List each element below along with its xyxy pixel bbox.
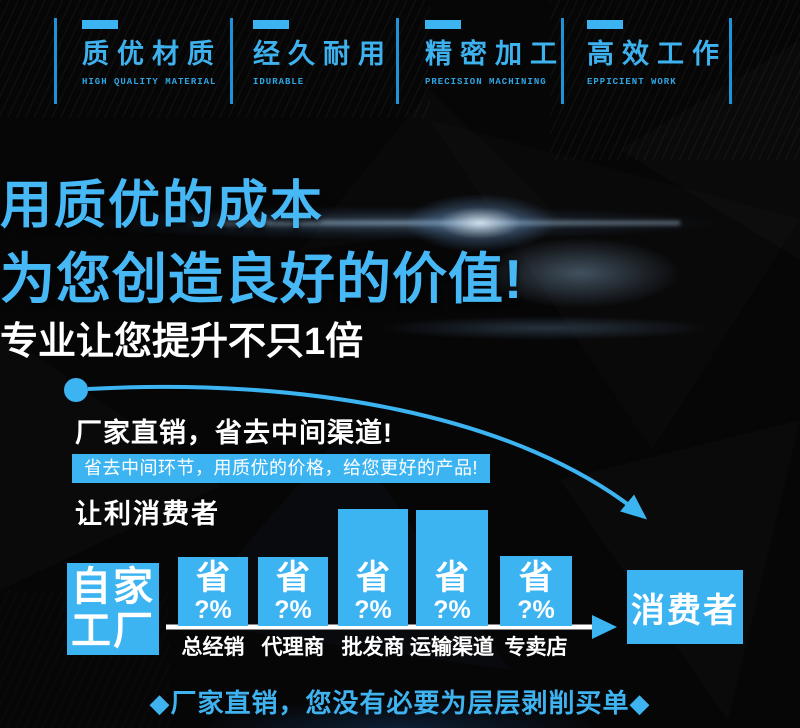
- badge-subtitle: PRECISION MACHINING: [425, 77, 547, 87]
- dash-icon: [82, 20, 118, 29]
- savings-bar: 省 ?%: [416, 510, 488, 626]
- bar-label: 总经销: [181, 636, 245, 659]
- bar-label: 批发商: [341, 636, 405, 659]
- badge-title: 高效工作: [587, 39, 727, 69]
- badge-subtitle: HIGH QUALITY MATERIAL: [82, 77, 217, 87]
- dash-icon: [253, 20, 289, 29]
- savings-bar: 省 ?%: [258, 557, 328, 626]
- save-percentage: ?%: [194, 596, 232, 624]
- badge-subtitle: EPPICIENT WORK: [587, 77, 677, 87]
- factory-label-line1: 自家: [71, 565, 155, 609]
- hero-title-line2: 为您创造良好的价值!: [0, 248, 524, 310]
- badge-title: 经久耐用: [253, 39, 393, 69]
- vertical-divider: [230, 18, 233, 104]
- vertical-divider: [729, 18, 732, 104]
- hero-title-line1: 用质优的成本: [0, 177, 325, 235]
- dash-icon: [587, 20, 623, 29]
- bar-group: 省 ?%: [258, 557, 328, 626]
- bar-group: 省 ?%: [500, 556, 572, 626]
- bar-group: 省 ?%: [178, 557, 248, 626]
- direct-sales-heading: 厂家直销，省去中间渠道!: [75, 418, 393, 448]
- save-percentage: ?%: [274, 596, 312, 624]
- bar-label: 专卖店: [504, 636, 568, 659]
- save-character: 省: [276, 559, 310, 597]
- save-percentage: ?%: [517, 596, 555, 624]
- save-character: 省: [519, 559, 553, 597]
- bar-label: 运输渠道: [410, 636, 494, 659]
- save-percentage: ?%: [433, 596, 471, 624]
- consumer-box: 消费者: [627, 570, 743, 644]
- savings-bar: 省 ?%: [500, 556, 572, 626]
- curve-start-dot: [64, 378, 88, 402]
- badge-quality-material: 质优材质 HIGH QUALITY MATERIAL: [82, 20, 222, 87]
- dash-icon: [425, 20, 461, 29]
- bar-group: 省 ?%: [338, 509, 408, 626]
- badge-efficient-work: 高效工作 EPPICIENT WORK: [587, 20, 727, 87]
- savings-bar: 省 ?%: [338, 509, 408, 626]
- bar-group: 省 ?%: [416, 510, 488, 626]
- save-percentage: ?%: [354, 596, 392, 624]
- factory-label-line2: 工厂: [71, 609, 155, 653]
- savings-bar: 省 ?%: [178, 557, 248, 626]
- badge-title: 质优材质: [82, 39, 222, 69]
- badge-subtitle: IDURABLE: [253, 77, 305, 87]
- footer-slogan: ◆厂家直销，您没有必要为层层剥削买单◆: [149, 688, 651, 718]
- vertical-divider: [54, 18, 57, 104]
- save-character: 省: [435, 559, 469, 597]
- direct-sales-highlight: 省去中间环节，用质优的价格，给您更好的产品!: [72, 454, 490, 483]
- vertical-divider: [396, 18, 399, 104]
- direct-sales-subheading: 让利消费者: [75, 499, 220, 529]
- bar-label: 代理商: [261, 636, 325, 659]
- vertical-divider: [561, 18, 564, 104]
- badge-durable: 经久耐用 IDURABLE: [253, 20, 393, 87]
- factory-box: 自家 工厂: [67, 563, 159, 655]
- hero-subtitle: 专业让您提升不只1倍: [0, 321, 364, 363]
- baseline-arrowhead: [592, 615, 617, 639]
- badge-title: 精密加工: [425, 39, 565, 69]
- save-character: 省: [356, 559, 390, 597]
- save-character: 省: [196, 559, 230, 597]
- badge-precision-machining: 精密加工 PRECISION MACHINING: [425, 20, 565, 87]
